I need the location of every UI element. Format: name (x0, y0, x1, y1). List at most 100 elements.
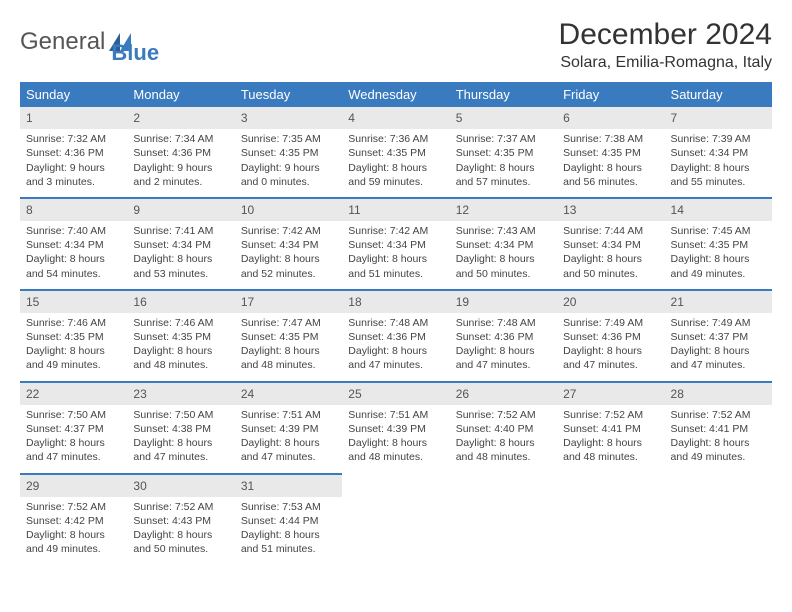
sunrise-line: Sunrise: 7:52 AM (563, 408, 658, 422)
day-number: 14 (665, 199, 772, 221)
day-body: Sunrise: 7:52 AMSunset: 4:43 PMDaylight:… (127, 497, 234, 565)
sunset-line: Sunset: 4:38 PM (133, 422, 228, 436)
day-body: Sunrise: 7:47 AMSunset: 4:35 PMDaylight:… (235, 313, 342, 381)
day-number: 2 (127, 107, 234, 129)
logo-text-1: General (20, 28, 105, 56)
day-number: 10 (235, 199, 342, 221)
calendar-day-cell: 22Sunrise: 7:50 AMSunset: 4:37 PMDayligh… (20, 382, 127, 474)
weekday-header: Saturday (665, 82, 772, 107)
daylight-line: Daylight: 9 hours and 0 minutes. (241, 161, 336, 189)
daylight-line: Daylight: 8 hours and 47 minutes. (241, 436, 336, 464)
sunset-line: Sunset: 4:34 PM (671, 146, 766, 160)
calendar-day-cell: 15Sunrise: 7:46 AMSunset: 4:35 PMDayligh… (20, 290, 127, 382)
sunset-line: Sunset: 4:43 PM (133, 514, 228, 528)
sunrise-line: Sunrise: 7:45 AM (671, 224, 766, 238)
sunset-line: Sunset: 4:35 PM (671, 238, 766, 252)
daylight-line: Daylight: 8 hours and 47 minutes. (456, 344, 551, 372)
sunrise-line: Sunrise: 7:51 AM (348, 408, 443, 422)
day-number: 28 (665, 383, 772, 405)
sunset-line: Sunset: 4:34 PM (26, 238, 121, 252)
day-number: 7 (665, 107, 772, 129)
weekday-header: Monday (127, 82, 234, 107)
sunrise-line: Sunrise: 7:46 AM (133, 316, 228, 330)
calendar-day-cell: 3Sunrise: 7:35 AMSunset: 4:35 PMDaylight… (235, 107, 342, 198)
sunset-line: Sunset: 4:34 PM (456, 238, 551, 252)
sunset-line: Sunset: 4:34 PM (241, 238, 336, 252)
day-number: 5 (450, 107, 557, 129)
day-body: Sunrise: 7:42 AMSunset: 4:34 PMDaylight:… (342, 221, 449, 289)
calendar-day-cell: 4Sunrise: 7:36 AMSunset: 4:35 PMDaylight… (342, 107, 449, 198)
calendar-week-row: 15Sunrise: 7:46 AMSunset: 4:35 PMDayligh… (20, 290, 772, 382)
calendar-empty-cell (557, 474, 664, 565)
day-body: Sunrise: 7:52 AMSunset: 4:40 PMDaylight:… (450, 405, 557, 473)
daylight-line: Daylight: 8 hours and 48 minutes. (348, 436, 443, 464)
day-number: 30 (127, 475, 234, 497)
sunrise-line: Sunrise: 7:39 AM (671, 132, 766, 146)
calendar-table: Sunday Monday Tuesday Wednesday Thursday… (20, 82, 772, 564)
sunset-line: Sunset: 4:35 PM (241, 330, 336, 344)
calendar-day-cell: 2Sunrise: 7:34 AMSunset: 4:36 PMDaylight… (127, 107, 234, 198)
day-number: 27 (557, 383, 664, 405)
daylight-line: Daylight: 8 hours and 51 minutes. (348, 252, 443, 280)
day-number: 17 (235, 291, 342, 313)
calendar-empty-cell (665, 474, 772, 565)
daylight-line: Daylight: 8 hours and 48 minutes. (133, 344, 228, 372)
sunset-line: Sunset: 4:35 PM (133, 330, 228, 344)
calendar-day-cell: 5Sunrise: 7:37 AMSunset: 4:35 PMDaylight… (450, 107, 557, 198)
day-body: Sunrise: 7:45 AMSunset: 4:35 PMDaylight:… (665, 221, 772, 289)
calendar-day-cell: 31Sunrise: 7:53 AMSunset: 4:44 PMDayligh… (235, 474, 342, 565)
daylight-line: Daylight: 9 hours and 2 minutes. (133, 161, 228, 189)
sunset-line: Sunset: 4:35 PM (241, 146, 336, 160)
sunrise-line: Sunrise: 7:48 AM (456, 316, 551, 330)
day-body: Sunrise: 7:36 AMSunset: 4:35 PMDaylight:… (342, 129, 449, 197)
daylight-line: Daylight: 8 hours and 57 minutes. (456, 161, 551, 189)
sunrise-line: Sunrise: 7:52 AM (671, 408, 766, 422)
sunset-line: Sunset: 4:40 PM (456, 422, 551, 436)
day-body: Sunrise: 7:34 AMSunset: 4:36 PMDaylight:… (127, 129, 234, 197)
day-number: 31 (235, 475, 342, 497)
calendar-day-cell: 20Sunrise: 7:49 AMSunset: 4:36 PMDayligh… (557, 290, 664, 382)
weekday-header: Tuesday (235, 82, 342, 107)
sunrise-line: Sunrise: 7:42 AM (241, 224, 336, 238)
day-body: Sunrise: 7:49 AMSunset: 4:37 PMDaylight:… (665, 313, 772, 381)
calendar-day-cell: 18Sunrise: 7:48 AMSunset: 4:36 PMDayligh… (342, 290, 449, 382)
sunrise-line: Sunrise: 7:42 AM (348, 224, 443, 238)
sunrise-line: Sunrise: 7:46 AM (26, 316, 121, 330)
weekday-header-row: Sunday Monday Tuesday Wednesday Thursday… (20, 82, 772, 107)
day-number: 20 (557, 291, 664, 313)
calendar-day-cell: 26Sunrise: 7:52 AMSunset: 4:40 PMDayligh… (450, 382, 557, 474)
sunset-line: Sunset: 4:34 PM (133, 238, 228, 252)
day-body: Sunrise: 7:35 AMSunset: 4:35 PMDaylight:… (235, 129, 342, 197)
month-title: December 2024 (559, 18, 772, 52)
sunrise-line: Sunrise: 7:44 AM (563, 224, 658, 238)
day-body: Sunrise: 7:39 AMSunset: 4:34 PMDaylight:… (665, 129, 772, 197)
sunset-line: Sunset: 4:36 PM (26, 146, 121, 160)
calendar-day-cell: 13Sunrise: 7:44 AMSunset: 4:34 PMDayligh… (557, 198, 664, 290)
logo-text-2: Blue (111, 40, 159, 66)
sunrise-line: Sunrise: 7:36 AM (348, 132, 443, 146)
calendar-day-cell: 25Sunrise: 7:51 AMSunset: 4:39 PMDayligh… (342, 382, 449, 474)
sunrise-line: Sunrise: 7:50 AM (133, 408, 228, 422)
sunrise-line: Sunrise: 7:52 AM (133, 500, 228, 514)
calendar-week-row: 8Sunrise: 7:40 AMSunset: 4:34 PMDaylight… (20, 198, 772, 290)
daylight-line: Daylight: 8 hours and 49 minutes. (26, 344, 121, 372)
day-number: 11 (342, 199, 449, 221)
location: Solara, Emilia-Romagna, Italy (559, 54, 772, 72)
daylight-line: Daylight: 8 hours and 50 minutes. (456, 252, 551, 280)
daylight-line: Daylight: 8 hours and 49 minutes. (671, 252, 766, 280)
day-number: 22 (20, 383, 127, 405)
day-body: Sunrise: 7:40 AMSunset: 4:34 PMDaylight:… (20, 221, 127, 289)
sunset-line: Sunset: 4:36 PM (133, 146, 228, 160)
calendar-day-cell: 30Sunrise: 7:52 AMSunset: 4:43 PMDayligh… (127, 474, 234, 565)
calendar-day-cell: 14Sunrise: 7:45 AMSunset: 4:35 PMDayligh… (665, 198, 772, 290)
daylight-line: Daylight: 8 hours and 56 minutes. (563, 161, 658, 189)
day-number: 4 (342, 107, 449, 129)
calendar-day-cell: 1Sunrise: 7:32 AMSunset: 4:36 PMDaylight… (20, 107, 127, 198)
weekday-header: Sunday (20, 82, 127, 107)
daylight-line: Daylight: 8 hours and 47 minutes. (563, 344, 658, 372)
daylight-line: Daylight: 8 hours and 47 minutes. (133, 436, 228, 464)
daylight-line: Daylight: 8 hours and 55 minutes. (671, 161, 766, 189)
sunrise-line: Sunrise: 7:41 AM (133, 224, 228, 238)
calendar-day-cell: 8Sunrise: 7:40 AMSunset: 4:34 PMDaylight… (20, 198, 127, 290)
calendar-day-cell: 6Sunrise: 7:38 AMSunset: 4:35 PMDaylight… (557, 107, 664, 198)
